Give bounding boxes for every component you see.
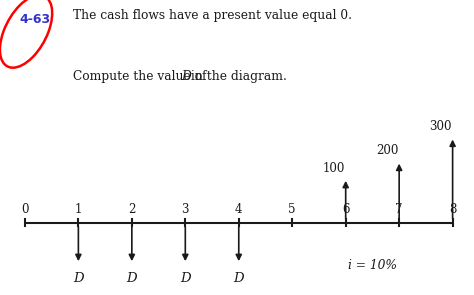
- Text: 8: 8: [449, 203, 456, 216]
- Text: D: D: [234, 272, 244, 285]
- Text: in the diagram.: in the diagram.: [187, 70, 287, 83]
- Text: 300: 300: [429, 120, 452, 133]
- Text: 2: 2: [128, 203, 136, 216]
- Text: 4: 4: [235, 203, 243, 216]
- Text: 6: 6: [342, 203, 349, 216]
- Text: 1: 1: [75, 203, 82, 216]
- Text: 0: 0: [21, 203, 28, 216]
- Text: D: D: [127, 272, 137, 285]
- Text: 3: 3: [182, 203, 189, 216]
- Text: 7: 7: [395, 203, 403, 216]
- Text: Compute the value of: Compute the value of: [73, 70, 211, 83]
- Text: 100: 100: [323, 162, 345, 175]
- Text: The cash flows have a present value equal 0.: The cash flows have a present value equa…: [73, 9, 353, 22]
- Text: i = 10%: i = 10%: [348, 258, 397, 271]
- Text: D: D: [180, 272, 191, 285]
- Text: D: D: [181, 70, 191, 83]
- Text: 200: 200: [376, 144, 399, 157]
- Text: D: D: [73, 272, 84, 285]
- Text: 5: 5: [289, 203, 296, 216]
- Text: 4-63: 4-63: [19, 14, 50, 27]
